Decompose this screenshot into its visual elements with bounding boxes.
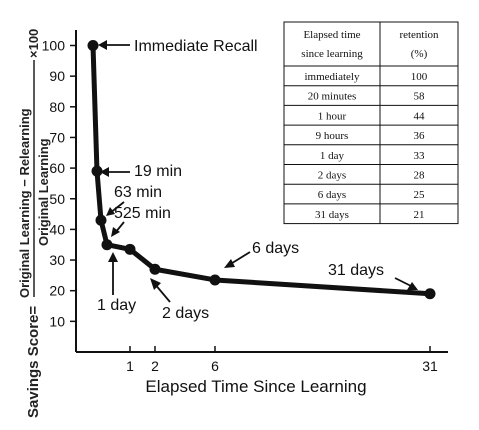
x-tick-label: 31 <box>422 358 438 374</box>
annotation-immediate-recall: Immediate Recall <box>134 38 258 55</box>
table-border <box>283 21 459 225</box>
table-cell: 100 <box>411 71 428 83</box>
y-tick-label: 40 <box>49 221 65 237</box>
arrowhead-525-min <box>111 227 120 237</box>
table-cell: 21 <box>414 209 425 221</box>
annotations: Immediate Recall 19 min 63 min 525 min 1… <box>97 38 418 322</box>
y-tick-label: 60 <box>49 160 65 176</box>
table-cell: 6 days <box>318 189 346 201</box>
annotation-2-days: 2 days <box>162 305 209 322</box>
y-ticks: 10 20 30 40 50 60 70 80 90 100 <box>42 38 76 329</box>
table-header-cell: (%) <box>411 48 428 60</box>
x-tick-label: 2 <box>151 358 159 374</box>
y-axis-label: Savings Score= Original Learning − Relea… <box>17 29 51 418</box>
arrowhead-31-days <box>407 282 418 290</box>
annotation-1-day: 1 day <box>97 297 136 314</box>
annotation-6-days: 6 days <box>252 240 299 257</box>
arrowhead-19-min <box>100 167 109 177</box>
arrowhead-6-days <box>224 259 235 268</box>
table-cell: 33 <box>414 150 426 162</box>
y-axis-label-numerator: Original Learning − Relearning <box>17 108 32 298</box>
arrowhead-2-days <box>150 278 161 290</box>
y-tick-label: 30 <box>49 252 65 268</box>
y-tick-label: 80 <box>49 99 65 115</box>
x-ticks: 1 2 6 31 <box>126 346 438 374</box>
y-axis-label-suffix: ×100 <box>26 29 41 58</box>
table-header-cell: since learning <box>301 48 363 60</box>
y-tick-label: 10 <box>49 313 65 329</box>
x-axis-label: Elapsed Time Since Learning <box>145 377 366 396</box>
table-cell: 44 <box>414 110 426 122</box>
arrowhead-63-min <box>106 207 115 216</box>
table-cell: immediately <box>305 71 360 83</box>
arrowhead-immediate-recall <box>98 40 107 50</box>
arrowhead-1-day <box>108 252 118 262</box>
table-cell: 36 <box>414 130 426 142</box>
y-tick-label: 20 <box>49 283 65 299</box>
y-axis-label-prefix: Savings Score= <box>25 306 42 418</box>
annotation-31-days: 31 days <box>328 262 384 279</box>
annotation-19-min: 19 min <box>134 163 182 180</box>
series-line <box>90 43 433 297</box>
table-cell: 1 day <box>320 150 345 162</box>
data-point <box>424 288 436 300</box>
x-tick-label: 1 <box>126 358 134 374</box>
y-tick-label: 70 <box>49 129 65 145</box>
data-point <box>149 263 161 275</box>
table-header-cell: Elapsed time <box>303 29 360 41</box>
table-cell: 28 <box>414 170 426 182</box>
y-tick-label: 90 <box>49 68 65 84</box>
data-points <box>87 40 436 300</box>
data-point <box>124 243 136 255</box>
annotation-525-min: 525 min <box>114 205 171 222</box>
data-point <box>209 274 221 286</box>
y-tick-label: 50 <box>49 191 65 207</box>
data-point <box>91 165 103 177</box>
y-axis-label-denominator: Original Learning <box>36 138 51 246</box>
annotation-63-min: 63 min <box>114 184 162 201</box>
data-point <box>87 40 99 51</box>
table-cell: 58 <box>414 91 426 103</box>
table-cell: 1 hour <box>318 110 347 122</box>
data-point <box>95 214 107 226</box>
table-cell: 2 days <box>318 170 346 182</box>
data-point <box>101 239 113 251</box>
table-cell: 25 <box>414 189 426 201</box>
table-cell: 20 minutes <box>308 91 357 103</box>
x-tick-label: 6 <box>211 358 219 374</box>
y-tick-label: 100 <box>42 38 66 54</box>
table-cell: 31 days <box>315 209 349 221</box>
table-header-cell: retention <box>399 29 439 41</box>
table-cell: 9 hours <box>316 130 349 142</box>
retention-table: Elapsed time since learning retention (%) im… <box>283 21 459 225</box>
